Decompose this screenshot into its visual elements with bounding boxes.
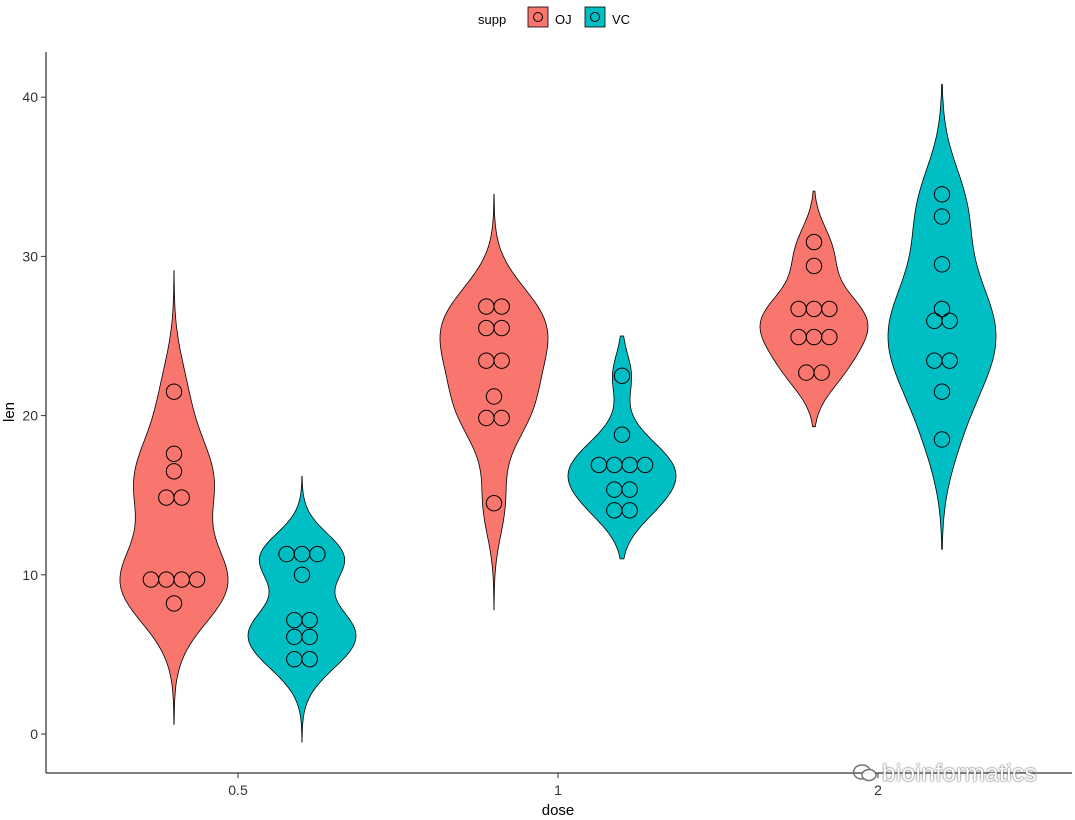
y-ticks: 0 10 20 30 40 xyxy=(22,89,46,742)
violins xyxy=(119,84,997,743)
dot-point xyxy=(933,256,951,273)
violin-vc-1 xyxy=(567,335,677,560)
legend-label-vc: VC xyxy=(612,12,630,27)
dot-point xyxy=(821,300,838,318)
dot-point xyxy=(621,481,638,498)
dot-point xyxy=(309,545,326,563)
y-axis-title: len xyxy=(1,402,18,422)
wechat-icon xyxy=(852,764,877,782)
watermark-text: bioinformatics xyxy=(882,760,1038,787)
dot-point xyxy=(813,364,830,381)
dot-points xyxy=(142,186,958,668)
y-tick-label: 0 xyxy=(30,726,38,742)
dot-point xyxy=(301,650,318,668)
y-tick-label: 40 xyxy=(22,89,38,105)
x-axis-title: dose xyxy=(542,802,575,819)
x-tick-label: 1 xyxy=(554,782,562,798)
dot-point xyxy=(493,298,510,315)
dot-point xyxy=(933,300,951,318)
dot-point xyxy=(805,233,823,251)
dot-point xyxy=(933,383,951,400)
x-ticks: 0.5 1 2 xyxy=(228,773,882,798)
dot-point xyxy=(293,566,311,583)
dot-point xyxy=(941,352,958,369)
dot-point xyxy=(933,186,951,203)
dot-point xyxy=(493,352,510,369)
dot-point xyxy=(165,463,183,480)
violin-oj-1 xyxy=(439,193,549,611)
dot-point xyxy=(301,628,318,646)
y-tick-label: 30 xyxy=(22,248,38,264)
dot-point xyxy=(173,489,190,506)
legend-key-vc-point xyxy=(590,12,600,22)
violin-vc-0.5 xyxy=(247,475,357,743)
dot-point xyxy=(165,383,183,400)
dot-point xyxy=(485,388,503,405)
legend-key-oj xyxy=(527,6,549,28)
y-tick-label: 20 xyxy=(22,408,38,424)
dot-point xyxy=(821,328,838,346)
violin-oj-2 xyxy=(759,190,869,428)
dot-point xyxy=(941,312,958,330)
dot-point xyxy=(165,445,183,463)
dot-point xyxy=(493,319,510,337)
legend: supp OJ VC xyxy=(478,6,630,28)
dot-point xyxy=(805,257,823,275)
dot-point xyxy=(188,571,206,588)
legend-key-oj-point xyxy=(533,12,543,22)
y-tick-label: 10 xyxy=(22,567,38,583)
dot-point xyxy=(933,431,951,448)
dot-point xyxy=(613,367,631,384)
dot-point xyxy=(301,611,318,629)
watermark: bioinformatics xyxy=(852,760,1037,788)
dot-point xyxy=(933,208,951,225)
dot-point xyxy=(485,494,503,512)
dot-point xyxy=(493,409,510,427)
legend-title: supp xyxy=(478,12,506,27)
dot-point xyxy=(621,502,638,519)
legend-label-oj: OJ xyxy=(555,12,572,27)
dot-point xyxy=(613,426,631,443)
x-tick-label: 0.5 xyxy=(228,782,248,798)
legend-key-vc xyxy=(584,6,606,28)
dot-point xyxy=(636,456,654,474)
dot-point xyxy=(165,595,183,612)
x-tick-label: 2 xyxy=(874,782,882,798)
